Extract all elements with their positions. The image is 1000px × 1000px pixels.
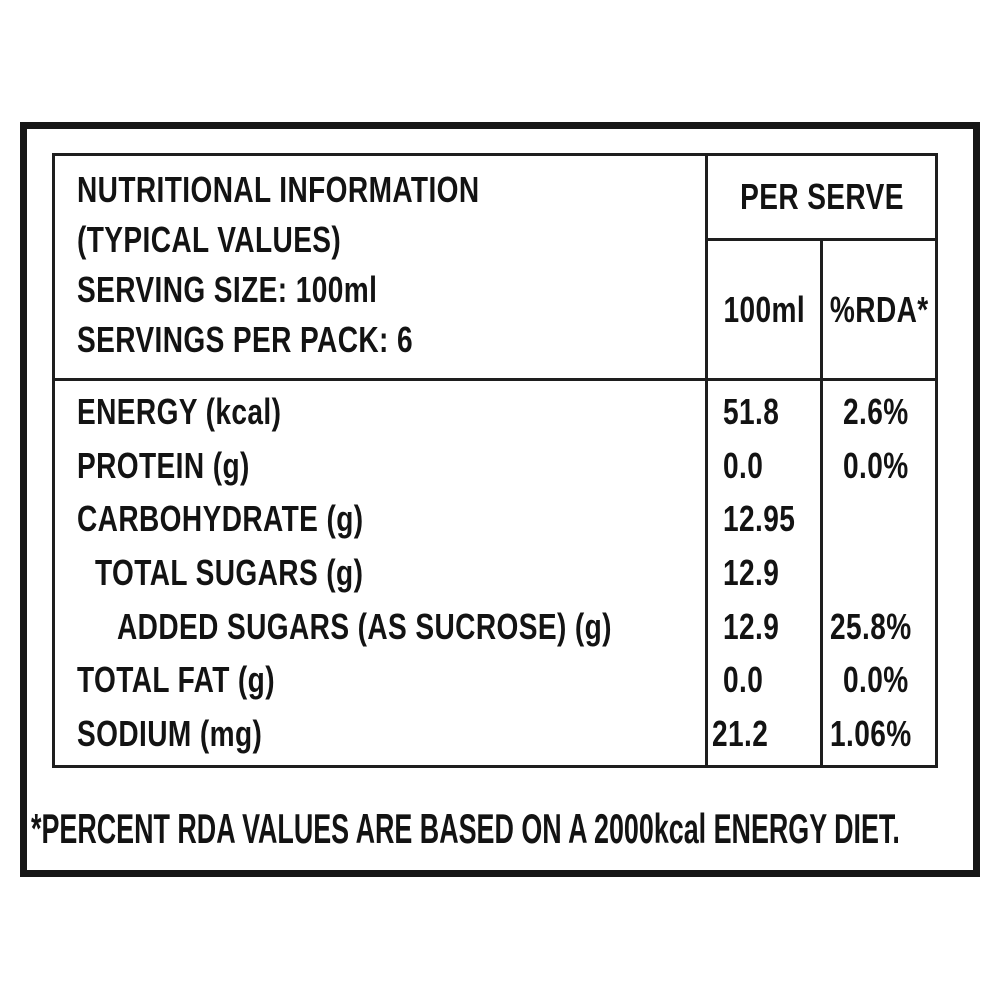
nutrient-name: ENERGY (kcal): [77, 390, 282, 432]
table-row-protein: PROTEIN (g) 0.0 0.0%: [55, 445, 935, 487]
table-row-total-sugars: TOTAL SUGARS (g) 12.9: [55, 552, 935, 594]
amount-column-label: 100ml: [723, 288, 805, 330]
header-title-line2: (TYPICAL VALUES): [77, 219, 342, 260]
table-row-total-fat: TOTAL FAT (g) 0.0 0.0%: [55, 659, 935, 701]
nutrient-rda: 0.0%: [843, 659, 909, 701]
table-row-carbohydrate: CARBOHYDRATE (g) 12.95: [55, 498, 935, 540]
nutrient-rda: 0.0%: [843, 444, 909, 486]
per-serve-label: PER SERVE: [739, 176, 904, 217]
nutrient-name: TOTAL FAT (g): [77, 659, 275, 701]
divider-labels-values: [705, 156, 708, 765]
nutrition-table: NUTRITIONAL INFORMATION (TYPICAL VALUES)…: [52, 153, 938, 768]
nutrient-amount: 0.0: [723, 444, 764, 486]
table-row-energy: ENERGY (kcal) 51.8 2.6%: [55, 391, 935, 433]
divider-header-body: [55, 378, 935, 381]
nutrient-rows: ENERGY (kcal) 51.8 2.6% PROTEIN (g) 0.0 …: [55, 381, 935, 765]
per-serve-header-cell: PER SERVE: [708, 156, 935, 238]
label-outer-frame: NUTRITIONAL INFORMATION (TYPICAL VALUES)…: [20, 122, 980, 877]
table-header-info: NUTRITIONAL INFORMATION (TYPICAL VALUES)…: [55, 156, 705, 378]
nutrient-amount: 12.95: [723, 498, 796, 540]
header-title-line1: NUTRITIONAL INFORMATION: [77, 169, 480, 210]
table-row-sodium: SODIUM (mg) 21.2 1.06%: [55, 713, 935, 755]
rda-footnote: *PERCENT RDA VALUES ARE BASED ON A 2000k…: [31, 797, 973, 861]
divider-amount-rda: [820, 238, 823, 765]
nutrient-rda: 2.6%: [843, 390, 909, 432]
nutrient-amount: 21.2: [712, 713, 769, 755]
nutrient-name: CARBOHYDRATE (g): [77, 498, 364, 540]
nutrient-amount: 51.8: [723, 390, 780, 432]
nutrient-name: TOTAL SUGARS (g): [95, 551, 364, 593]
nutrient-name: ADDED SUGARS (AS SUCROSE) (g): [117, 605, 612, 647]
table-row-added-sugars: ADDED SUGARS (AS SUCROSE) (g) 12.9 25.8%: [55, 606, 935, 648]
serving-size-text: SERVING SIZE: 100ml: [77, 269, 378, 310]
divider-perserve: [705, 238, 935, 241]
nutrient-amount: 0.0: [723, 659, 764, 701]
nutrient-amount: 12.9: [723, 605, 780, 647]
rda-footnote-text: *PERCENT RDA VALUES ARE BASED ON A 2000k…: [31, 805, 900, 852]
nutrient-rda: 1.06%: [830, 713, 912, 755]
rda-column-header: %RDA*: [823, 241, 935, 378]
nutrient-amount: 12.9: [723, 551, 780, 593]
servings-per-pack-text: SERVINGS PER PACK: 6: [77, 319, 414, 360]
rda-column-label: %RDA*: [829, 288, 929, 330]
nutrient-rda: 25.8%: [830, 605, 912, 647]
nutrient-name: PROTEIN (g): [77, 444, 250, 486]
nutrient-name: SODIUM (mg): [77, 713, 263, 755]
amount-column-header: 100ml: [708, 241, 820, 378]
